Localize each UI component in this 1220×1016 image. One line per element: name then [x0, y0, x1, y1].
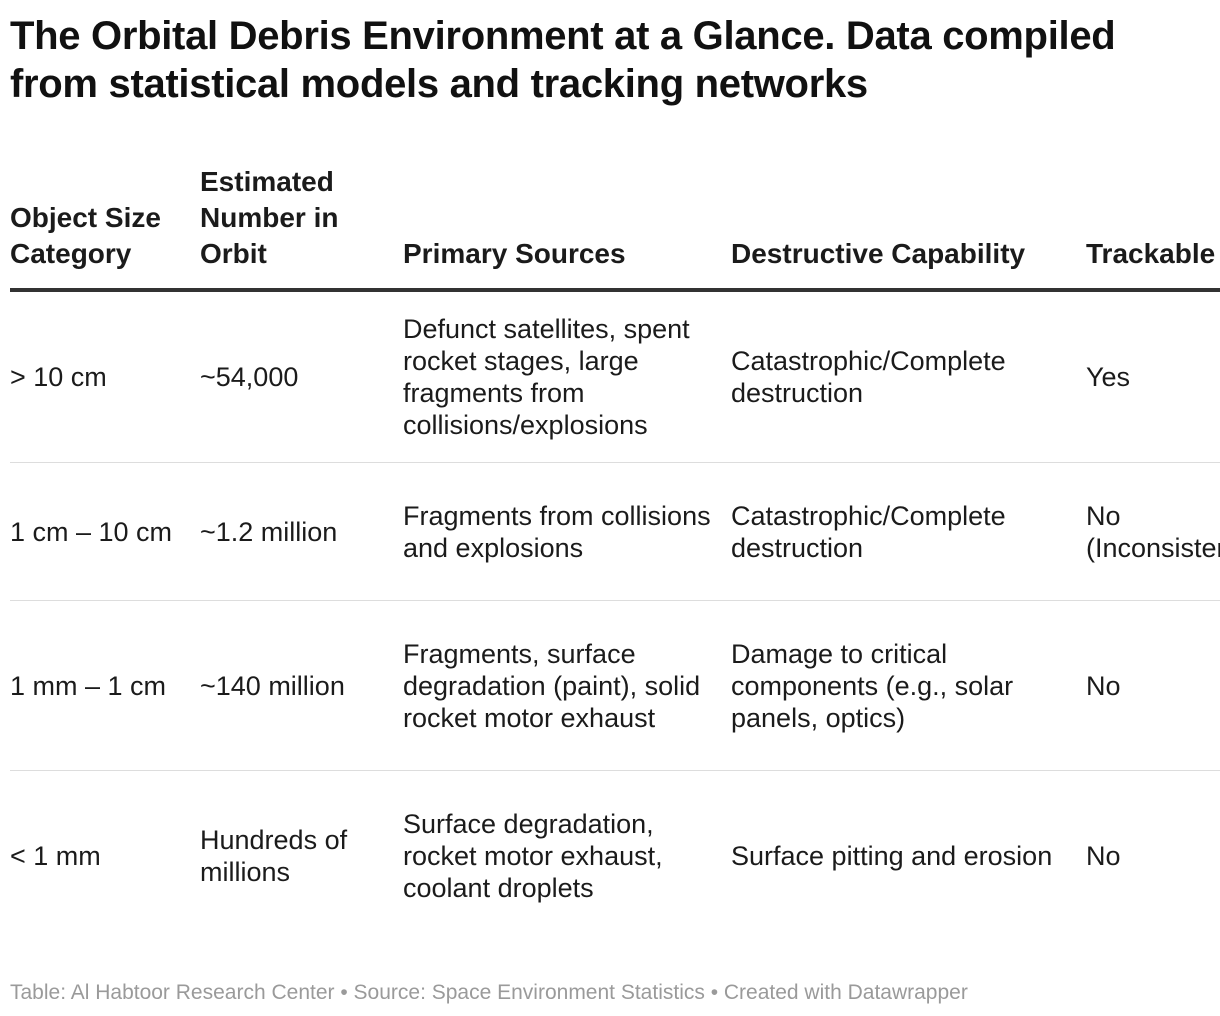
cell-estimated-number: Hundreds of millions: [200, 825, 348, 887]
data-table-container: Object Size Category Estimated Number in…: [10, 160, 1220, 941]
cell-trackable: Yes: [1086, 290, 1220, 463]
cell-estimated-number: ~1.2 million: [200, 462, 403, 601]
table-row: 1 cm – 10 cm ~1.2 million Fragments from…: [10, 462, 1220, 601]
debris-table: Object Size Category Estimated Number in…: [10, 160, 1220, 941]
cell-size-category: > 10 cm: [10, 290, 200, 463]
table-header-row: Object Size Category Estimated Number in…: [10, 160, 1220, 292]
column-header-primary-sources: Primary Sources: [403, 160, 731, 292]
cell-size-category: 1 cm – 10 cm: [10, 462, 200, 601]
cell-estimated-number: ~54,000: [200, 290, 403, 463]
column-header-destructive-capability: Destructive Capability: [731, 160, 1086, 292]
cell-trackable: No: [1086, 841, 1121, 871]
source-footer: Table: Al Habtoor Research Center • Sour…: [10, 981, 968, 1004]
cell-primary-sources: Surface degradation, rocket motor exhaus…: [403, 809, 663, 903]
cell-size-category: 1 mm – 1 cm: [10, 600, 200, 771]
cell-destructive-capability: Catastrophic/Complete destruction: [731, 290, 1086, 463]
cell-trackable: No (Inconsistent): [1086, 462, 1220, 601]
table-row: > 10 cm ~54,000 Defunct satellites, spen…: [10, 290, 1220, 463]
cell-primary-sources: Fragments, surface degradation (paint), …: [403, 600, 731, 771]
column-header-trackable: Trackable: [1086, 160, 1220, 292]
page-title: The Orbital Debris Environment at a Glan…: [10, 14, 1116, 106]
column-header-size-category: Object Size Category: [10, 160, 200, 292]
cell-estimated-number: ~140 million: [200, 600, 403, 771]
cell-destructive-capability: Surface pitting and erosion: [731, 841, 1053, 871]
column-header-estimated-number: Estimated Number in Orbit: [200, 160, 403, 292]
cell-primary-sources: Defunct satellites, spent rocket stages,…: [403, 290, 731, 463]
cell-destructive-capability: Catastrophic/Complete destruction: [731, 462, 1086, 601]
table-row: < 1 mm Hundreds of millions Surface degr…: [10, 771, 1220, 942]
cell-trackable: No: [1086, 600, 1220, 771]
cell-destructive-capability: Damage to critical components (e.g., sol…: [731, 600, 1086, 771]
table-row: 1 mm – 1 cm ~140 million Fragments, surf…: [10, 600, 1220, 771]
cell-size-category: < 1 mm: [10, 841, 101, 871]
cell-primary-sources: Fragments from collisions and explosions: [403, 462, 731, 601]
